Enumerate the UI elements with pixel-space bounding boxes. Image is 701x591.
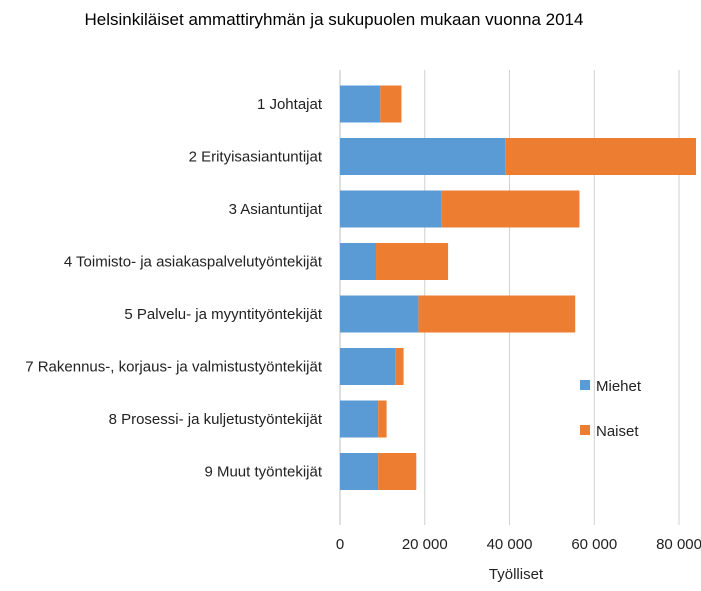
legend-swatch <box>580 425 590 435</box>
x-tick-label: 60 000 <box>571 536 617 553</box>
x-tick-label: 40 000 <box>487 536 533 553</box>
category-label: 3 Asiantuntijat <box>229 201 323 218</box>
bar-miehet <box>340 85 381 123</box>
bar-naiset <box>505 138 696 175</box>
bar-naiset <box>395 348 404 385</box>
bar-naiset <box>418 295 576 333</box>
bar-miehet <box>340 190 442 228</box>
bars <box>340 85 696 490</box>
chart-title: Helsinkiläiset ammattiryhmän ja sukupuol… <box>85 10 584 29</box>
bar-naiset <box>441 190 580 228</box>
x-tick-label: 0 <box>336 536 344 553</box>
category-label: 2 Erityisasiantuntijat <box>189 149 323 166</box>
category-label: 7 Rakennus-, korjaus- ja valmistustyönte… <box>25 359 323 376</box>
category-label: 9 Muut työntekijät <box>204 464 322 481</box>
category-label: 8 Prosessi- ja kuljetustyöntekijät <box>109 411 323 428</box>
legend-label: Naiset <box>596 423 639 440</box>
bar-naiset <box>376 243 449 280</box>
bar-miehet <box>340 243 377 280</box>
x-tick-label: 80 000 <box>656 536 701 553</box>
x-tick-label: 20 000 <box>402 536 448 553</box>
legend-swatch <box>580 380 590 390</box>
bar-miehet <box>340 453 379 490</box>
bar-miehet <box>340 400 379 438</box>
bar-naiset <box>380 85 402 123</box>
bar-miehet <box>340 348 396 385</box>
legend: Miehet Naiset <box>580 378 642 440</box>
bar-miehet <box>340 138 506 175</box>
bar-naiset <box>378 400 387 438</box>
bar-miehet <box>340 295 419 333</box>
category-label: 4 Toimisto- ja asiakaspalvelutyöntekijät <box>64 254 323 271</box>
category-label: 5 Palvelu- ja myyntityöntekijät <box>124 306 322 323</box>
bar-naiset <box>378 453 417 490</box>
category-label: 1 Johtajat <box>257 96 323 113</box>
x-axis-title: Työlliset <box>489 566 544 583</box>
category-labels: 1 Johtajat 2 Erityisasiantuntijat 3 Asiant… <box>25 96 323 481</box>
legend-label: Miehet <box>596 378 642 395</box>
x-tick-labels: 0 20 000 40 000 60 000 80 000 <box>336 536 701 553</box>
